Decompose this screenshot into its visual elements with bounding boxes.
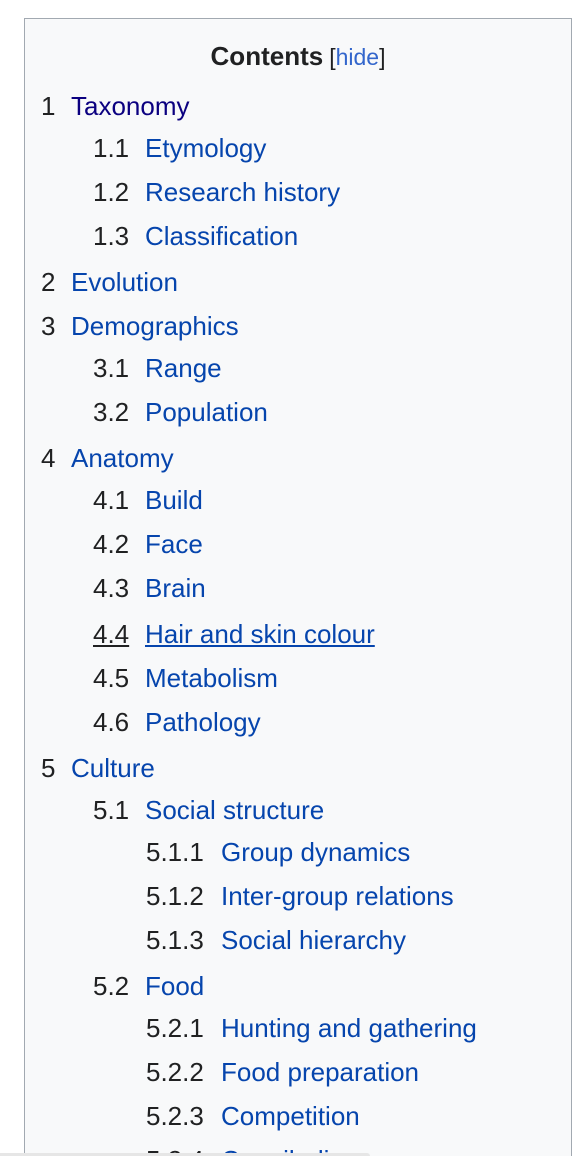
toc-number: 5.1.3 [146, 925, 204, 955]
toc-item-anatomy[interactable]: 4 Anatomy [41, 440, 174, 476]
toc-link-text: Brain [145, 573, 206, 603]
toc-toggle: [hide] [329, 44, 385, 70]
toc-link-text: Face [145, 529, 203, 559]
toc-link-text: Food preparation [221, 1057, 420, 1087]
toc-item-food-preparation[interactable]: 5.2.2 Food preparation [146, 1054, 419, 1090]
toc-item-brain[interactable]: 4.3 Brain [93, 570, 206, 606]
toc-item-social-structure[interactable]: 5.1 Social structure [93, 792, 324, 828]
toc-item-population[interactable]: 3.2 Population [93, 394, 268, 430]
toc-header: Contents [hide] [25, 41, 571, 76]
toc-item-metabolism[interactable]: 4.5 Metabolism [93, 660, 278, 696]
toc-number: 4.2 [93, 529, 130, 559]
toc-item-culture[interactable]: 5 Culture [41, 750, 155, 786]
toc-item-range[interactable]: 3.1 Range [93, 350, 222, 386]
toc-number: 4 [41, 443, 56, 473]
toc-number: 5.1 [93, 795, 130, 825]
toc-item-group-dynamics[interactable]: 5.1.1 Group dynamics [146, 834, 410, 870]
toc-number: 5.2.1 [146, 1013, 204, 1043]
toc-number: 1.1 [93, 133, 130, 163]
toc-number: 1.3 [93, 221, 130, 251]
toc-number: 3.1 [93, 353, 130, 383]
toc-item-social-hierarchy[interactable]: 5.1.3 Social hierarchy [146, 922, 406, 958]
toc-link-text: Hunting and gathering [221, 1013, 477, 1043]
toc-number: 5.2.2 [146, 1057, 204, 1087]
toc-link-text: Etymology [145, 133, 267, 163]
toc-link-text: Demographics [71, 311, 239, 341]
toc-item-hunting-and-gathering[interactable]: 5.2.1 Hunting and gathering [146, 1010, 477, 1046]
toc-item-face[interactable]: 4.2 Face [93, 526, 203, 562]
toc-item-taxonomy[interactable]: 1 Taxonomy [41, 88, 190, 124]
toc-item-food[interactable]: 5.2 Food [93, 968, 204, 1004]
toc-number: 4.5 [93, 663, 130, 693]
toc-link-text: Evolution [71, 267, 178, 297]
bottom-scroll-overlay [0, 1153, 370, 1156]
toc-item-etymology[interactable]: 1.1 Etymology [93, 130, 266, 166]
toc-link-text: Range [145, 353, 222, 383]
toc-hide-link[interactable]: hide [335, 44, 380, 70]
toc-link-text: Research history [145, 177, 341, 207]
toc-link-text: Food [145, 971, 205, 1001]
toc-link-text: Classification [145, 221, 299, 251]
toc-number: 4.1 [93, 485, 130, 515]
toc-number: 5.2.4 [146, 1142, 221, 1156]
toc-link-text: Pathology [145, 707, 261, 737]
toc-number: 5.2.3 [146, 1101, 204, 1131]
toc-number: 5.2 [93, 971, 130, 1001]
toc-toggle-bracket-close: ] [379, 44, 386, 70]
toc-link-text: Taxonomy [71, 91, 190, 121]
toc-link-text: Anatomy [71, 443, 174, 473]
toc-number: 5 [41, 753, 56, 783]
toc-link-text: Group dynamics [221, 837, 411, 867]
toc-number: 5.1.1 [146, 837, 204, 867]
toc-item-build[interactable]: 4.1 Build [93, 482, 203, 518]
toc-title: Contents [210, 41, 324, 71]
toc-number: 1 [41, 91, 56, 121]
toc-link-text: Metabolism [145, 663, 278, 693]
toc-link-text: Social hierarchy [221, 925, 406, 955]
toc-item-cannibalism[interactable]: 5.2.4Cannibalism [146, 1142, 364, 1156]
toc-link-text: Population [145, 397, 268, 427]
toc-link-text: Hair and skin colour [145, 619, 375, 649]
toc-toggle-bracket-open: [ [329, 44, 336, 70]
toc-item-competition[interactable]: 5.2.3 Competition [146, 1098, 360, 1134]
toc-link-text: Competition [221, 1101, 360, 1131]
toc-number: 3.2 [93, 397, 130, 427]
toc-number: 4.6 [93, 707, 130, 737]
toc-item-evolution[interactable]: 2 Evolution [41, 264, 178, 300]
toc-number: 4.4 [93, 619, 130, 649]
toc-item-inter-group-relations[interactable]: 5.1.2 Inter-group relations [146, 878, 454, 914]
toc-item-classification[interactable]: 1.3 Classification [93, 218, 298, 254]
toc-link-text: Build [145, 485, 203, 515]
toc-number: 2 [41, 267, 56, 297]
toc-number: 4.3 [93, 573, 130, 603]
toc-item-demographics[interactable]: 3 Demographics [41, 308, 239, 344]
toc-number: 1.2 [93, 177, 130, 207]
toc-item-research-history[interactable]: 1.2 Research history [93, 174, 340, 210]
toc-link-text: Cannibalism [221, 1142, 364, 1156]
toc-number: 3 [41, 311, 56, 341]
toc-number: 5.1.2 [146, 881, 204, 911]
toc-link-text: Culture [71, 753, 155, 783]
toc-item-pathology[interactable]: 4.6 Pathology [93, 704, 261, 740]
toc-item-hair-and-skin-colour[interactable]: 4.4 Hair and skin colour [93, 616, 375, 652]
toc-link-text: Social structure [145, 795, 325, 825]
toc-link-text: Inter-group relations [221, 881, 454, 911]
table-of-contents: Contents [hide] 1 Taxonomy 1.1 Etymology 1.… [24, 18, 572, 1156]
